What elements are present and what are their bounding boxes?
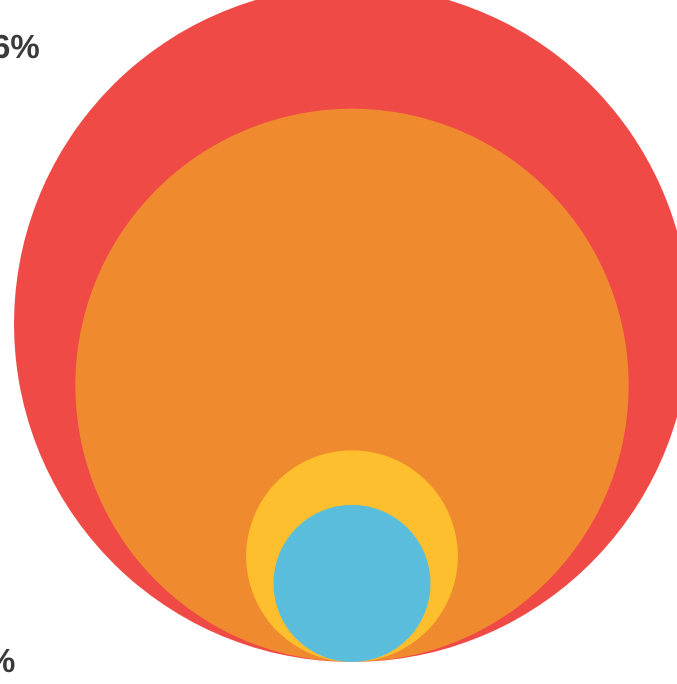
- bubble-label-bottom: %: [0, 642, 15, 679]
- bubble-second: [75, 108, 629, 662]
- bubble-label-outer: 6%: [0, 28, 40, 65]
- bubble-inner: [273, 504, 431, 662]
- bubble-circles: [14, 0, 677, 662]
